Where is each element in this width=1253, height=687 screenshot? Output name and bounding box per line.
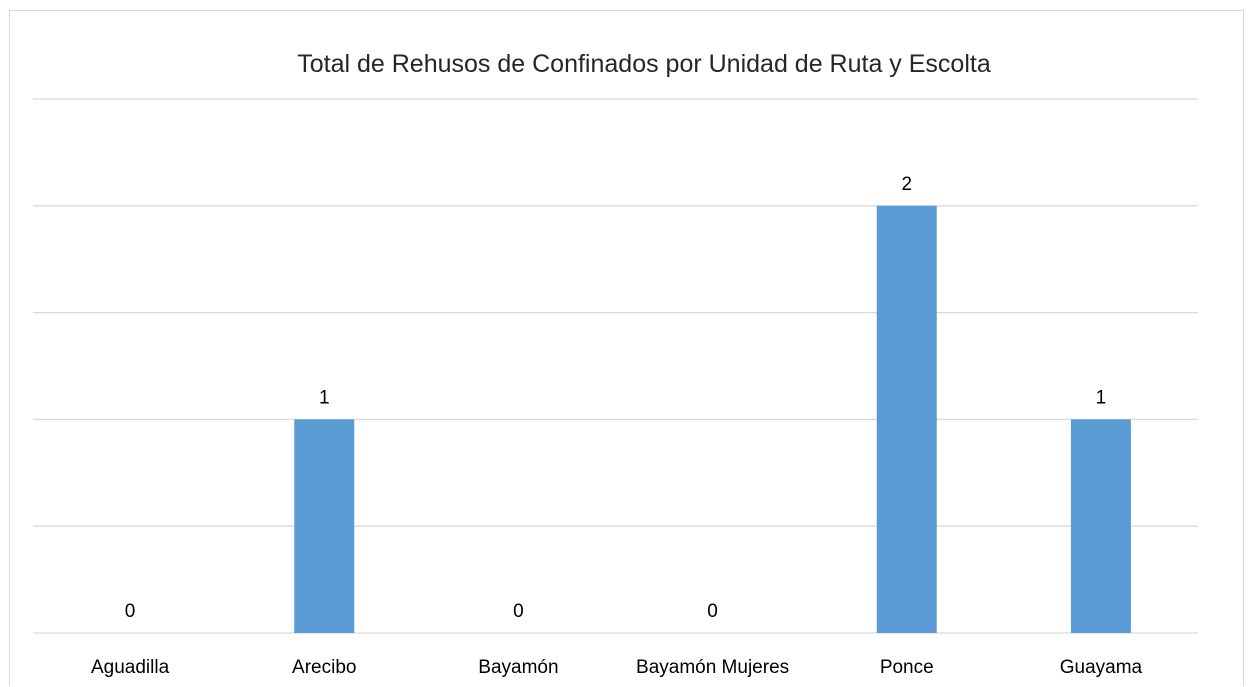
x-axis-tick-labels: Aguadilla Arecibo Bayamón Bayamón Mujeres Po… bbox=[91, 657, 1143, 678]
bar-guayama bbox=[1070, 419, 1131, 633]
data-label: 1 bbox=[1096, 387, 1107, 408]
data-label: 0 bbox=[513, 601, 524, 622]
x-tick-label: Ponce bbox=[880, 657, 934, 678]
data-label: 0 bbox=[707, 601, 718, 622]
chart-frame: Total de Rehusos de Confinados por Unida… bbox=[9, 10, 1244, 686]
bars bbox=[294, 205, 1131, 634]
x-tick-label: Guayama bbox=[1060, 657, 1143, 678]
data-label: 2 bbox=[901, 174, 912, 195]
data-label: 1 bbox=[319, 387, 330, 408]
bar-chart: Total de Rehusos de Confinados por Unida… bbox=[33, 50, 1198, 678]
bar-ponce bbox=[876, 205, 937, 634]
data-labels: 0 1 0 0 2 1 bbox=[125, 174, 1106, 622]
bar-arecibo bbox=[294, 419, 355, 633]
data-label: 0 bbox=[125, 601, 136, 622]
x-tick-label: Arecibo bbox=[292, 657, 356, 678]
chart-title: Total de Rehusos de Confinados por Unida… bbox=[297, 50, 991, 78]
gridlines bbox=[33, 98, 1198, 634]
x-tick-label: Bayamón Mujeres bbox=[636, 657, 789, 678]
x-tick-label: Aguadilla bbox=[91, 657, 170, 678]
x-tick-label: Bayamón bbox=[478, 657, 558, 678]
